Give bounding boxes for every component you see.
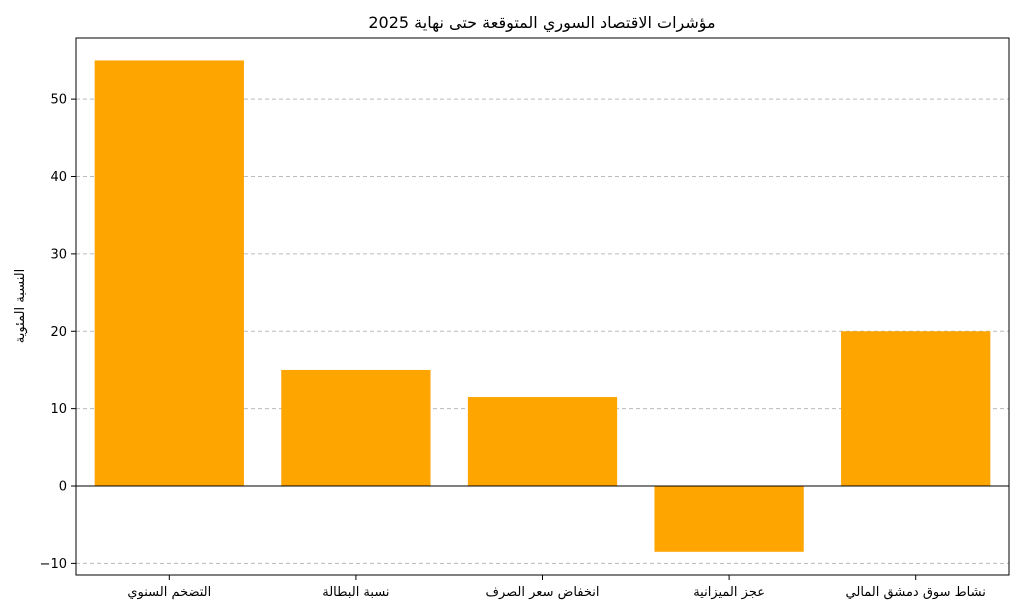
x-axis-ticks: التضخم السنوي نسبة البطالة انخفاض سعر الصر… <box>127 575 986 600</box>
bars <box>94 60 991 552</box>
bar <box>281 369 431 487</box>
y-axis-label: النسبة المئوية <box>13 269 28 343</box>
x-tick-label: عجز الميزانية <box>693 585 765 600</box>
bar <box>94 60 244 487</box>
y-tick-label: 40 <box>50 170 67 185</box>
y-tick-label: −10 <box>40 557 67 572</box>
y-tick-label: 50 <box>50 93 67 108</box>
bar <box>654 486 804 552</box>
y-tick-label: 10 <box>50 402 67 417</box>
x-tick-label: انخفاض سعر الصرف <box>486 585 600 600</box>
y-tick-label: 0 <box>59 480 67 495</box>
y-tick-label: 30 <box>50 247 67 262</box>
x-tick-label: التضخم السنوي <box>127 585 211 600</box>
chart-title: مؤشرات الاقتصاد السوري المتوقعة حتى نهاي… <box>368 13 715 33</box>
x-tick-label: نسبة البطالة <box>322 585 389 600</box>
y-tick-label: 20 <box>50 325 67 340</box>
x-tick-label: نشاط سوق دمشق المالي <box>846 585 986 600</box>
bar <box>467 397 618 487</box>
bar <box>841 331 991 487</box>
y-axis-ticks: −10 0 10 20 30 40 50 <box>40 93 76 572</box>
